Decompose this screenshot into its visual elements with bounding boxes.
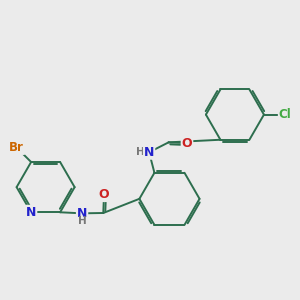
Text: O: O (99, 188, 109, 201)
Text: H: H (78, 216, 87, 226)
Text: Cl: Cl (279, 108, 292, 121)
Text: Br: Br (9, 141, 24, 154)
Text: N: N (26, 206, 36, 219)
Text: N: N (77, 207, 87, 220)
Text: O: O (182, 136, 192, 150)
Text: H: H (136, 147, 145, 157)
Text: N: N (144, 146, 154, 159)
